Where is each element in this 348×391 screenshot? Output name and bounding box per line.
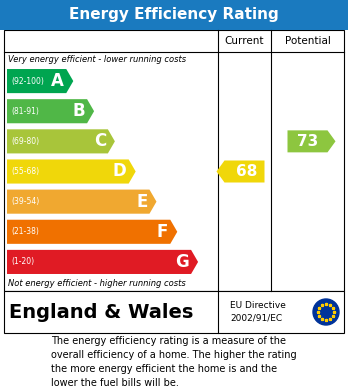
Text: 68: 68 xyxy=(236,164,257,179)
Bar xyxy=(0,0,348,30)
Text: Very energy efficient - lower running costs: Very energy efficient - lower running co… xyxy=(8,54,186,63)
Text: (92-100): (92-100) xyxy=(11,77,44,86)
Text: A: A xyxy=(52,72,64,90)
Polygon shape xyxy=(7,160,136,183)
Polygon shape xyxy=(7,69,73,93)
Text: (39-54): (39-54) xyxy=(11,197,39,206)
Polygon shape xyxy=(7,190,157,214)
Text: D: D xyxy=(113,163,127,181)
Text: (1-20): (1-20) xyxy=(11,257,34,266)
Text: (81-91): (81-91) xyxy=(11,107,39,116)
Polygon shape xyxy=(216,160,264,183)
Polygon shape xyxy=(287,130,335,152)
Text: 73: 73 xyxy=(297,134,318,149)
Text: England & Wales: England & Wales xyxy=(9,303,193,321)
Text: Current: Current xyxy=(225,36,264,46)
Text: (69-80): (69-80) xyxy=(11,137,39,146)
Text: Potential: Potential xyxy=(285,36,331,46)
Bar xyxy=(4,291,344,333)
Polygon shape xyxy=(7,250,198,274)
Text: Energy Efficiency Rating: Energy Efficiency Rating xyxy=(69,7,279,23)
Text: C: C xyxy=(94,133,106,151)
Text: (55-68): (55-68) xyxy=(11,167,39,176)
Text: F: F xyxy=(157,223,168,241)
Bar xyxy=(4,30,344,291)
Text: E: E xyxy=(136,193,148,211)
Polygon shape xyxy=(7,99,94,123)
Text: The energy efficiency rating is a measure of the
overall efficiency of a home. T: The energy efficiency rating is a measur… xyxy=(51,336,297,388)
Text: G: G xyxy=(175,253,189,271)
Polygon shape xyxy=(7,129,115,153)
Text: B: B xyxy=(72,102,85,120)
Polygon shape xyxy=(7,220,177,244)
Circle shape xyxy=(313,299,339,325)
Text: EU Directive: EU Directive xyxy=(230,301,286,310)
Text: 2002/91/EC: 2002/91/EC xyxy=(230,314,282,323)
Text: Not energy efficient - higher running costs: Not energy efficient - higher running co… xyxy=(8,280,186,289)
Text: (21-38): (21-38) xyxy=(11,227,39,236)
